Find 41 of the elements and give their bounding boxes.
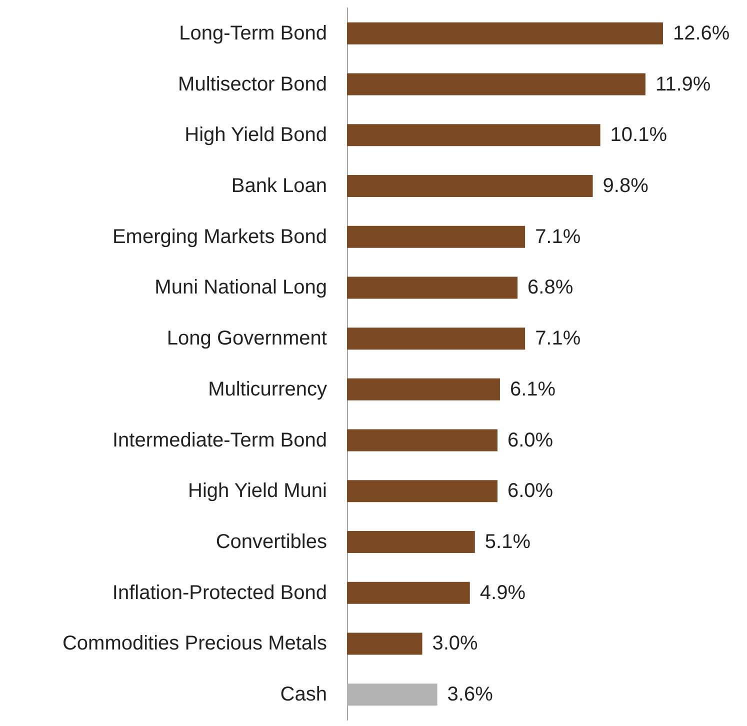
data-label: 11.9% bbox=[655, 73, 711, 96]
data-label: 12.6% bbox=[673, 22, 730, 44]
data-label: 6.0% bbox=[507, 480, 554, 502]
bar bbox=[347, 378, 500, 400]
y-tick-label: Inflation-Protected Bond bbox=[112, 582, 327, 604]
data-label: 4.9% bbox=[480, 582, 526, 604]
data-label: 3.6% bbox=[447, 684, 494, 706]
y-tick-label: High Yield Muni bbox=[188, 480, 327, 502]
data-label: 6.1% bbox=[510, 378, 556, 400]
bar bbox=[347, 328, 526, 350]
y-tick-label: High Yield Bond bbox=[184, 124, 327, 146]
bar bbox=[347, 22, 663, 44]
data-label: 9.8% bbox=[602, 175, 649, 197]
bar bbox=[347, 226, 526, 248]
y-tick-label: Bank Loan bbox=[231, 175, 327, 197]
data-label: 10.1% bbox=[610, 124, 668, 146]
y-tick-label: Intermediate-Term Bond bbox=[112, 429, 327, 452]
bar bbox=[347, 429, 498, 452]
bar bbox=[347, 582, 470, 604]
data-label: 3.0% bbox=[432, 632, 478, 655]
bar bbox=[347, 276, 518, 299]
y-tick-label: Muni National Long bbox=[154, 276, 327, 299]
bar bbox=[347, 480, 498, 502]
bar bbox=[347, 124, 600, 146]
y-tick-label: Cash bbox=[280, 684, 327, 706]
y-tick-label: Long-Term Bond bbox=[179, 22, 327, 44]
y-tick-label: Emerging Markets Bond bbox=[112, 226, 327, 248]
y-tick-label: Convertibles bbox=[216, 531, 327, 553]
data-label: 6.8% bbox=[528, 276, 574, 299]
bar bbox=[347, 175, 593, 197]
y-tick-label: Commodities Precious Metals bbox=[62, 632, 327, 655]
data-label: 6.0% bbox=[507, 429, 554, 452]
bar bbox=[347, 531, 475, 553]
bar bbox=[347, 73, 646, 96]
y-tick-label: Multisector Bond bbox=[178, 73, 327, 96]
bar bbox=[347, 632, 422, 655]
data-label: 5.1% bbox=[484, 531, 531, 553]
y-tick-label: Long Government bbox=[166, 328, 328, 350]
data-label: 7.1% bbox=[535, 226, 581, 248]
y-tick-label: Multicurrency bbox=[208, 378, 327, 400]
data-label: 7.1% bbox=[535, 328, 581, 350]
